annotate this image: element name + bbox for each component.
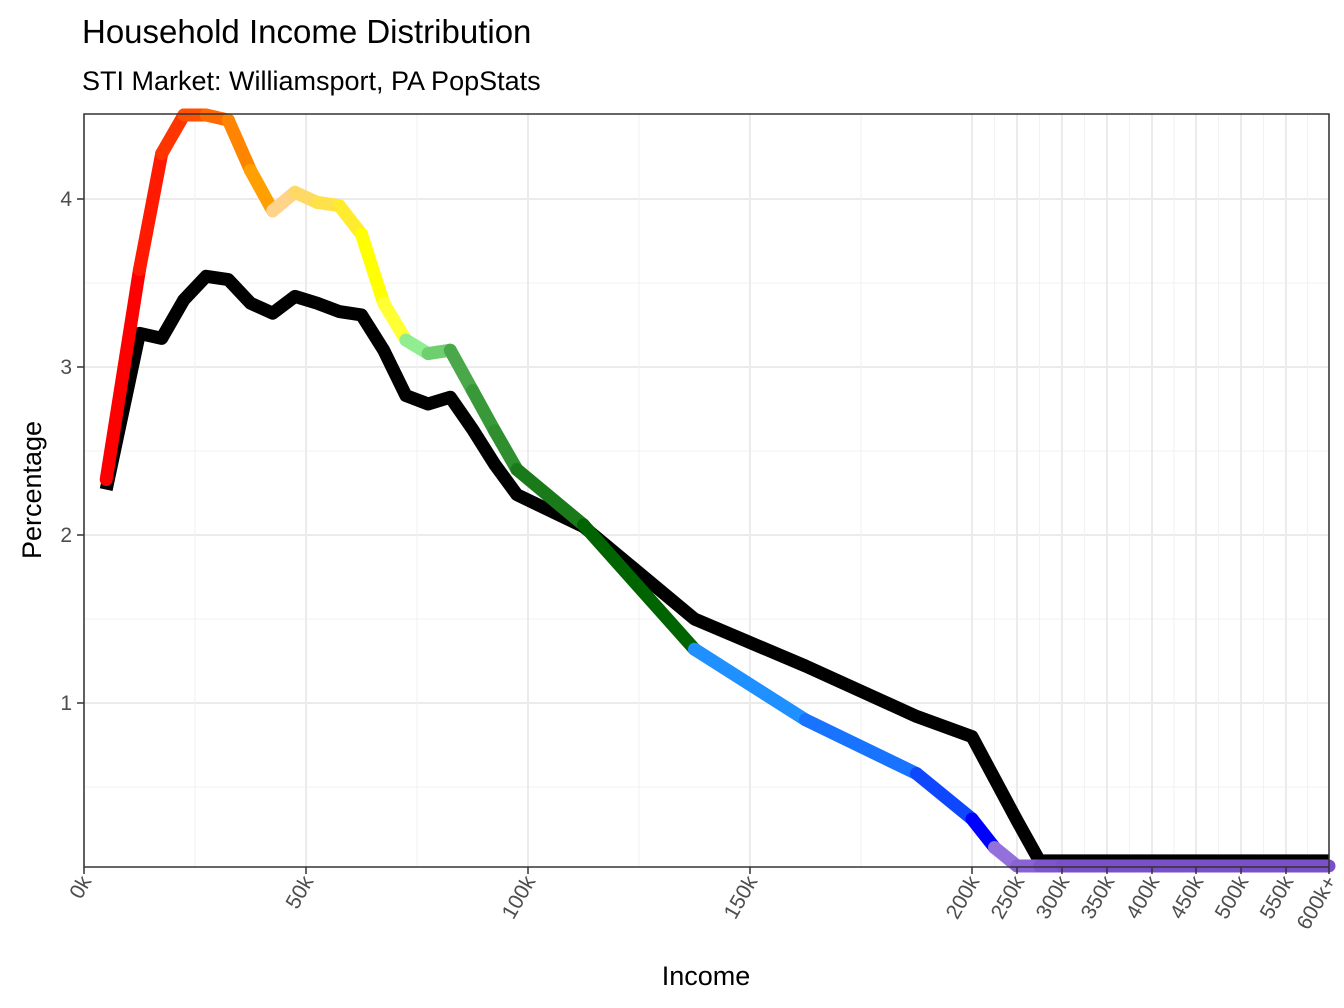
series-layer	[99, 108, 1336, 873]
x-tick-label: 200k	[942, 872, 985, 923]
series-line-segment	[488, 424, 524, 476]
series-line-segment	[799, 713, 923, 781]
series-line-segment	[133, 147, 169, 277]
chart-subtitle: STI Market: Williamsport, PA PopStats	[82, 66, 541, 96]
x-axis-title: Income	[662, 961, 751, 991]
series-line-segment	[221, 113, 257, 177]
x-tick-label: 550k	[1256, 872, 1299, 923]
x-axis: 0k 50k 100k 150k 200k 250k 300k 350k 400k 450k 500…	[65, 867, 1341, 934]
series-line-segment	[466, 384, 502, 438]
series-line-black	[99, 269, 1329, 868]
series-line-segment	[244, 163, 280, 218]
series-line-segment	[910, 767, 979, 826]
series-line-segment	[443, 343, 479, 398]
x-tick-label: 100k	[498, 872, 541, 923]
plot-panel-border	[83, 113, 1330, 868]
series-line-segment	[577, 518, 701, 656]
series-line-segment	[155, 108, 191, 161]
series-line-segment	[688, 642, 812, 727]
x-tick-label: 250k	[987, 872, 1030, 923]
x-tick-label: 600k+	[1293, 872, 1342, 934]
x-tick-label: 150k	[720, 872, 763, 923]
x-tick-label: 300k	[1032, 872, 1075, 923]
y-tick-label: 2	[60, 524, 72, 547]
y-axis-title: Percentage	[17, 421, 47, 559]
series-line-segment	[377, 296, 413, 347]
chart-title: Household Income Distribution	[82, 13, 531, 50]
y-axis: 1 2 3 4	[60, 188, 84, 715]
gridlines	[83, 114, 1330, 867]
y-tick-label: 1	[60, 692, 72, 715]
series-line-segment	[99, 263, 146, 487]
series-line-segment	[355, 227, 391, 310]
x-tick-label: 350k	[1077, 872, 1120, 923]
y-tick-label: 3	[60, 356, 72, 379]
x-tick-label: 500k	[1211, 872, 1254, 923]
x-tick-label: 0k	[65, 872, 96, 903]
x-tick-label: 50k	[281, 872, 318, 913]
x-tick-label: 400k	[1122, 872, 1165, 923]
y-tick-label: 4	[60, 188, 72, 211]
series-line-segment	[510, 462, 590, 532]
x-tick-label: 450k	[1166, 872, 1209, 923]
